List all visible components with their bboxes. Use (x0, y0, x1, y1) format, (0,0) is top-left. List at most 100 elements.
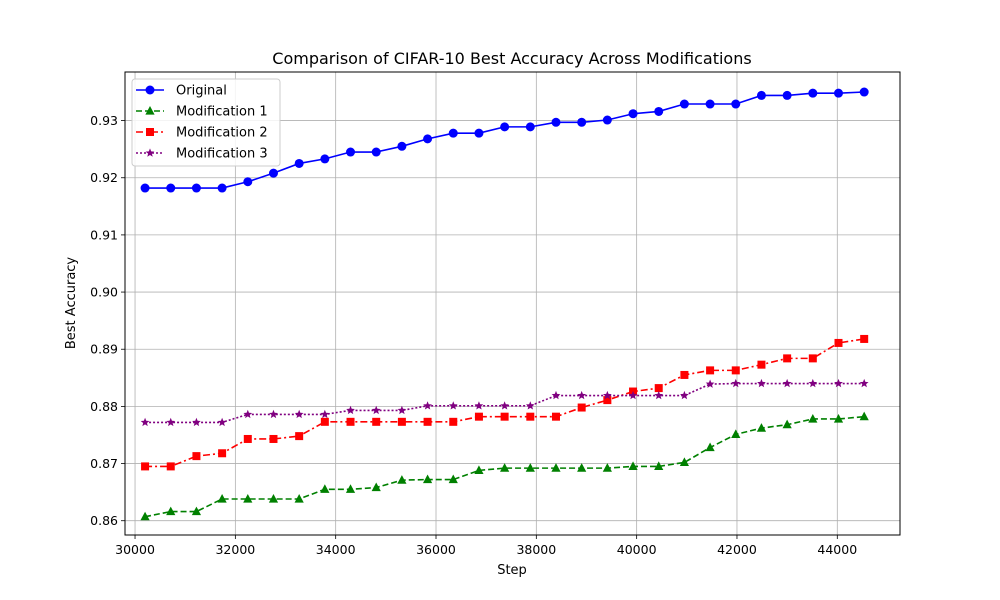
data-point-modification-3 (192, 417, 201, 427)
data-point-original (679, 99, 689, 109)
data-point-original (166, 183, 176, 193)
data-point-modification-1 (705, 442, 715, 452)
data-point-modification-3 (243, 409, 253, 419)
data-point-modification-3 (525, 401, 535, 410)
data-point-modification-2 (295, 432, 304, 441)
x-tick-label: 34000 (316, 542, 356, 557)
data-point-modification-2 (577, 403, 586, 412)
data-point-original (756, 90, 766, 100)
data-point-modification-2 (603, 396, 612, 405)
data-point-modification-3 (602, 390, 612, 400)
data-point-modification-2 (449, 417, 458, 426)
data-point-original (320, 154, 330, 164)
data-point-modification-3 (834, 378, 843, 388)
data-point-modification-1 (243, 493, 253, 503)
data-point-modification-1 (217, 493, 227, 503)
y-tick-label: 0.93 (90, 113, 118, 128)
series-modification-3 (140, 378, 869, 427)
data-point-modification-3 (782, 378, 792, 388)
legend-box (131, 78, 281, 167)
data-point-original (551, 117, 561, 127)
data-point-original (808, 88, 818, 98)
data-point-original (243, 177, 253, 187)
x-tick-label: 30000 (115, 542, 155, 557)
data-point-modification-3 (731, 378, 741, 388)
data-point-modification-2 (346, 417, 355, 426)
data-point-original (834, 88, 844, 98)
x-tick-label: 42000 (717, 542, 757, 557)
data-point-modification-3 (705, 379, 715, 388)
x-tick-label: 44000 (817, 542, 857, 557)
data-point-original (628, 109, 638, 119)
data-point-modification-1 (474, 465, 484, 475)
legend-marker-original (145, 85, 155, 95)
data-point-modification-1 (448, 474, 458, 484)
legend-item-modification-1: Modification 1 (136, 105, 268, 120)
data-point-original (268, 168, 278, 178)
legend-item-modification-3: Modification 3 (136, 147, 268, 162)
data-point-modification-1 (345, 484, 356, 493)
data-point-modification-2 (192, 452, 201, 461)
data-point-original (525, 122, 535, 132)
legend-item-modification-2: Modification 2 (136, 126, 268, 141)
series-modification-2 (141, 334, 869, 471)
data-point-modification-1 (808, 413, 818, 423)
data-point-original (397, 141, 407, 151)
legend: Original Modification 1 Modification 2 Modi… (131, 78, 281, 167)
data-point-modification-2 (397, 417, 406, 426)
data-point-modification-1 (628, 461, 638, 471)
data-point-modification-2 (423, 417, 432, 426)
x-axis-title: Step (497, 563, 527, 578)
series-line-modification-1 (144, 415, 865, 518)
data-point-modification-3 (320, 409, 330, 419)
y-tick-label: 0.90 (90, 285, 118, 300)
data-point-original (705, 99, 715, 109)
legend-marker-modification-2 (146, 128, 154, 136)
data-point-modification-1 (166, 506, 176, 516)
data-point-modification-2 (731, 366, 740, 375)
data-point-modification-2 (218, 449, 227, 458)
y-tick-label: 0.86 (90, 513, 118, 528)
data-point-modification-3 (294, 409, 304, 419)
data-point-original (294, 158, 304, 168)
data-point-original (859, 87, 869, 97)
data-point-original (371, 147, 381, 157)
data-point-modification-1 (756, 423, 767, 432)
data-point-modification-3 (140, 417, 150, 427)
y-axis-title: Best Accuracy (64, 257, 79, 350)
data-point-original (654, 106, 664, 116)
plot-area-frame (124, 71, 901, 536)
data-point-modification-2 (372, 417, 381, 426)
data-point-modification-2 (783, 354, 792, 363)
data-point-modification-3 (448, 401, 458, 410)
data-point-modification-2 (808, 354, 817, 363)
data-point-modification-1 (320, 484, 330, 493)
x-tick-label: 38000 (516, 542, 556, 557)
data-point-modification-3 (500, 401, 509, 410)
data-point-original (448, 128, 458, 138)
data-point-modification-2 (320, 417, 329, 426)
legend-marker-modification-1 (145, 106, 155, 115)
y-axis-ticks: 0.86 0.87 0.88 0.89 0.90 0.91 0.92 0.93 (90, 113, 125, 528)
data-point-modification-3 (859, 378, 869, 388)
x-tick-label: 40000 (617, 542, 657, 557)
data-point-modification-1 (602, 463, 612, 472)
series-modification-1 (140, 411, 869, 521)
data-point-modification-3 (757, 378, 766, 388)
data-point-modification-1 (371, 482, 381, 492)
chart-title: Comparison of CIFAR-10 Best Accuracy Acr… (272, 49, 751, 68)
x-axis-ticks: 30000 32000 34000 36000 38000 40000 42000 44000 (115, 535, 857, 557)
data-point-modification-3 (217, 417, 227, 427)
data-point-modification-3 (346, 405, 355, 415)
data-point-modification-1 (577, 463, 587, 472)
data-point-modification-2 (706, 366, 715, 375)
data-point-original (140, 183, 150, 193)
data-point-modification-2 (269, 434, 278, 443)
data-point-modification-2 (526, 412, 535, 421)
data-point-modification-2 (680, 370, 689, 379)
data-point-modification-2 (757, 360, 766, 369)
x-tick-label: 36000 (416, 542, 456, 557)
data-point-modification-1 (422, 474, 433, 484)
data-point-modification-1 (397, 475, 407, 484)
